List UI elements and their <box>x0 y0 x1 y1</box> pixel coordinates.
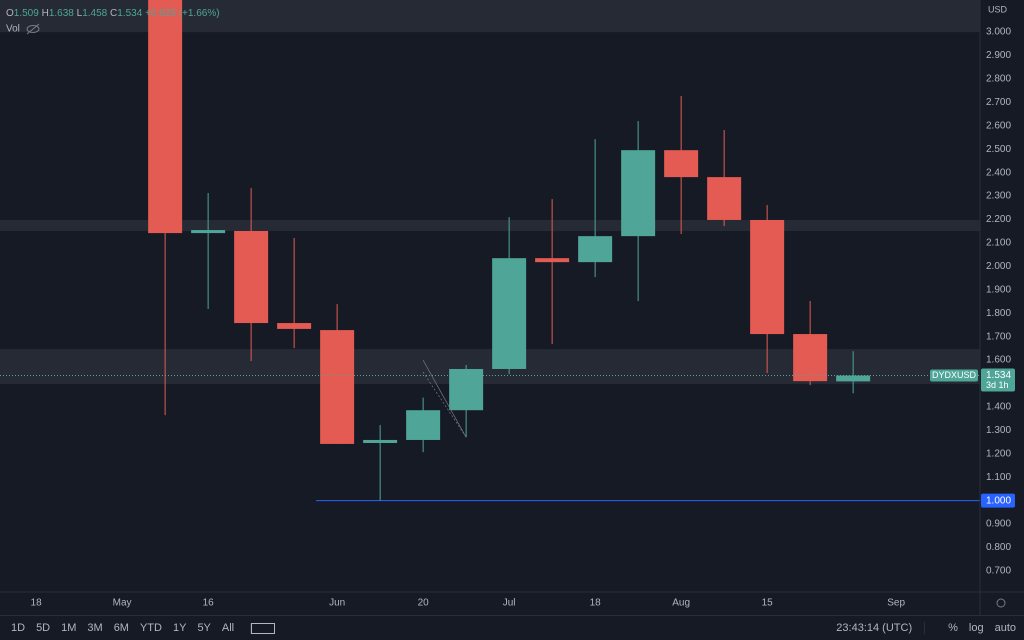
candle-body <box>836 375 871 382</box>
scale-option[interactable]: auto <box>994 622 1016 634</box>
y-tick-label: 1.900 <box>986 284 1011 295</box>
candle-body <box>449 368 484 411</box>
value: 1.509 <box>14 8 39 19</box>
price-label: 1.534 <box>986 370 1011 381</box>
candle-body <box>363 439 398 444</box>
range-button[interactable]: 6M <box>113 622 129 634</box>
candle-body <box>750 219 785 335</box>
y-tick-label: 0.800 <box>986 542 1011 553</box>
scale-option[interactable]: % <box>948 622 958 634</box>
y-tick-label: 1.700 <box>986 331 1011 342</box>
symbol-label: DYDXUSD <box>932 370 977 380</box>
candle-body <box>191 230 226 234</box>
candle-body <box>793 334 828 382</box>
toolbar: 1D 5D 1M 3M 6M YTD 1Y 5Y All 23:43:14 (UTC)% log au… <box>0 615 1024 640</box>
range-button[interactable]: 1M <box>61 622 77 634</box>
x-tick-label: May <box>113 598 132 609</box>
x-tick-label: Jul <box>503 598 516 609</box>
y-tick-label: 1.600 <box>986 355 1011 366</box>
drawing <box>422 371 467 438</box>
countdown: 3d 1h <box>986 380 1009 390</box>
candle-body <box>664 150 699 178</box>
candle-body <box>535 258 570 263</box>
plot <box>0 0 980 502</box>
candle-body <box>320 330 355 444</box>
label: C <box>110 8 117 19</box>
candle-body <box>406 410 441 440</box>
range-button[interactable]: 5D <box>36 622 51 634</box>
range-button[interactable]: All <box>221 622 235 634</box>
y-tick-label: 1.800 <box>986 308 1011 319</box>
symbol-label-bg <box>930 369 978 382</box>
clock[interactable]: 23:43:14 (UTC) <box>836 622 926 634</box>
value: 1.458 <box>82 8 107 19</box>
y-tick-label: 1.200 <box>986 448 1011 459</box>
y-tick-label: 2.900 <box>986 50 1011 61</box>
scale-option[interactable]: log <box>968 622 984 634</box>
calendar-icon[interactable] <box>250 622 275 634</box>
candle-body <box>148 0 183 234</box>
value: 1.534 <box>117 8 142 19</box>
y-tick-label: 0.700 <box>986 566 1011 577</box>
value: 1.638 <box>49 8 74 19</box>
price-label-bg <box>981 368 1015 392</box>
zone <box>0 349 980 384</box>
x-tick-label: 20 <box>418 598 430 609</box>
change: +0.025 (+1.66%) <box>145 8 220 19</box>
candle-body <box>621 150 656 237</box>
level-label-bg <box>981 493 1015 508</box>
y-tick-label: 2.200 <box>986 214 1011 225</box>
volume-label[interactable]: Vol <box>6 24 20 35</box>
range-button[interactable]: 1Y <box>172 622 187 634</box>
y-tick-label: 2.800 <box>986 74 1011 85</box>
y-tick-label: 1.400 <box>986 402 1011 413</box>
ohlc-legend: O1.509 H1.638 L1.458 C1.534 +0.025 (+1.6… <box>6 8 220 19</box>
range-button[interactable]: 3M <box>87 622 103 634</box>
candle-body <box>707 177 742 220</box>
range-button[interactable]: YTD <box>139 622 162 634</box>
y-tick-label: 1.100 <box>986 472 1011 483</box>
label: H <box>42 8 49 19</box>
zone <box>0 219 980 231</box>
x-tick-label: Jun <box>329 598 345 609</box>
x-tick-label: 18 <box>31 598 43 609</box>
range-button[interactable]: 1D <box>11 622 26 634</box>
label: L <box>77 8 83 19</box>
range-button[interactable]: 5Y <box>197 622 211 634</box>
x-tick-label: Aug <box>672 598 690 609</box>
currency[interactable]: USD <box>988 4 1008 14</box>
x-tick-label: 16 <box>203 598 215 609</box>
x-tick-label: 18 <box>590 598 602 609</box>
y-tick-label: 2.600 <box>986 120 1011 131</box>
candle-body <box>578 236 613 263</box>
candle-body <box>492 258 527 369</box>
level-label: 1.000 <box>986 495 1011 506</box>
y-tick-label: 2.000 <box>986 261 1011 272</box>
y-tick-label: 2.500 <box>986 144 1011 155</box>
settings-icon[interactable] <box>996 598 1006 608</box>
y-tick-label: 3.000 <box>986 27 1011 38</box>
x-tick-label: 15 <box>762 598 774 609</box>
y-tick-label: 2.300 <box>986 191 1011 202</box>
y-tick-label: 0.900 <box>986 519 1011 530</box>
y-tick-label: 2.700 <box>986 97 1011 108</box>
y-tick-label: 1.300 <box>986 425 1011 436</box>
y-tick-label: 2.100 <box>986 238 1011 249</box>
eye-icon[interactable] <box>26 23 40 35</box>
label: O <box>6 8 14 19</box>
drawing <box>422 359 467 438</box>
y-tick-label: 2.400 <box>986 167 1011 178</box>
candle-body <box>234 230 269 324</box>
x-tick-label: Sep <box>887 598 905 609</box>
candle-body <box>277 323 312 329</box>
chart: O1.509 H1.638 L1.458 C1.534 +0.025 (+1.6… <box>0 0 1024 615</box>
